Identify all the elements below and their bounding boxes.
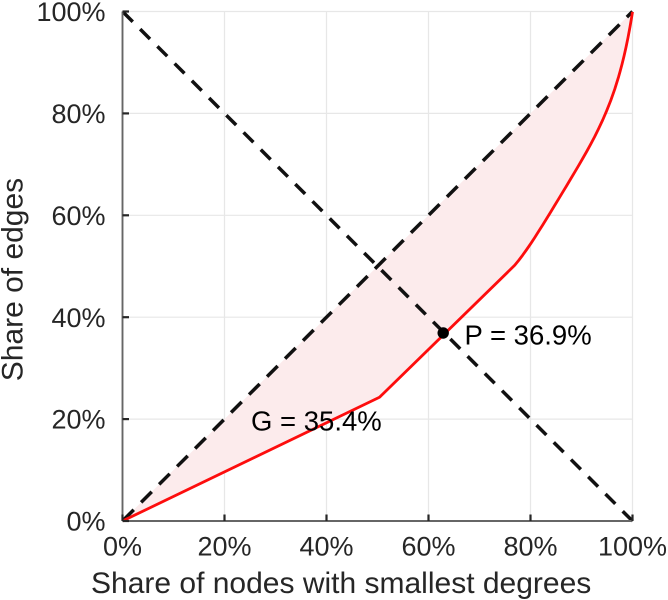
svg-text:0%: 0% (103, 531, 142, 561)
svg-text:G = 35.4%: G = 35.4% (251, 405, 382, 436)
svg-text:80%: 80% (51, 99, 105, 129)
svg-text:80%: 80% (503, 531, 557, 561)
svg-text:Share of nodes with smallest d: Share of nodes with smallest degrees (91, 567, 591, 600)
svg-text:Share of edges: Share of edges (0, 178, 30, 381)
svg-text:60%: 60% (401, 531, 455, 561)
svg-text:40%: 40% (299, 531, 353, 561)
svg-text:20%: 20% (51, 405, 105, 435)
svg-text:0%: 0% (66, 507, 105, 537)
svg-text:100%: 100% (36, 0, 105, 27)
svg-text:20%: 20% (197, 531, 251, 561)
svg-text:100%: 100% (598, 531, 667, 561)
svg-text:P = 36.9%: P = 36.9% (465, 320, 592, 351)
svg-text:40%: 40% (51, 303, 105, 333)
svg-text:60%: 60% (51, 201, 105, 231)
